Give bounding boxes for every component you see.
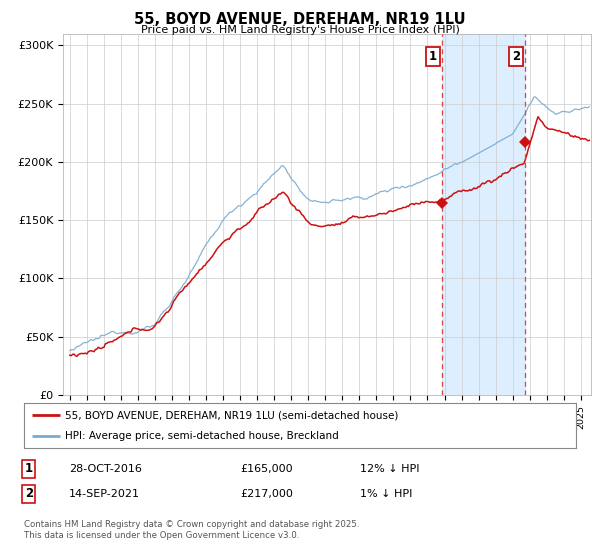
Text: Contains HM Land Registry data © Crown copyright and database right 2025.
This d: Contains HM Land Registry data © Crown c… <box>24 520 359 540</box>
Text: 14-SEP-2021: 14-SEP-2021 <box>69 489 140 499</box>
Bar <box>442 34 525 395</box>
Text: £217,000: £217,000 <box>240 489 293 499</box>
Text: 1% ↓ HPI: 1% ↓ HPI <box>360 489 412 499</box>
Text: Price paid vs. HM Land Registry's House Price Index (HPI): Price paid vs. HM Land Registry's House … <box>140 25 460 35</box>
Text: £165,000: £165,000 <box>240 464 293 474</box>
Text: 28-OCT-2016: 28-OCT-2016 <box>69 464 142 474</box>
Text: 55, BOYD AVENUE, DEREHAM, NR19 1LU (semi-detached house): 55, BOYD AVENUE, DEREHAM, NR19 1LU (semi… <box>65 410 399 421</box>
Text: 2: 2 <box>512 50 520 63</box>
Text: 2: 2 <box>25 487 33 501</box>
Text: 12% ↓ HPI: 12% ↓ HPI <box>360 464 419 474</box>
Text: 1: 1 <box>25 462 33 475</box>
Text: HPI: Average price, semi-detached house, Breckland: HPI: Average price, semi-detached house,… <box>65 431 339 441</box>
Text: 1: 1 <box>429 50 437 63</box>
Text: 55, BOYD AVENUE, DEREHAM, NR19 1LU: 55, BOYD AVENUE, DEREHAM, NR19 1LU <box>134 12 466 27</box>
